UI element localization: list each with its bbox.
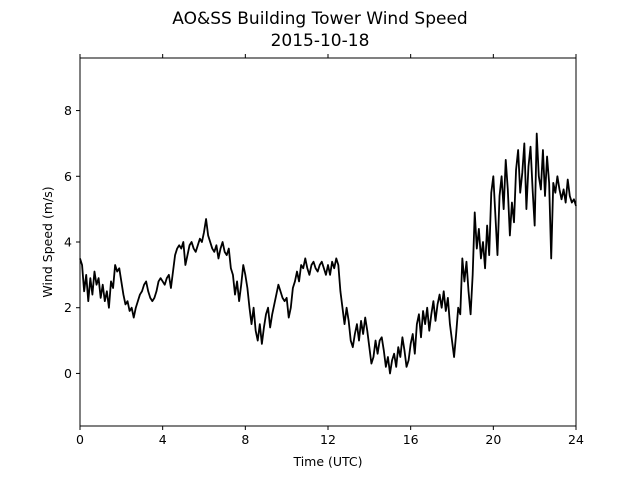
y-tick-label-0: 0: [64, 366, 72, 381]
y-tick-label-1: 2: [64, 300, 72, 315]
y-axis-label: Wind Speed (m/s): [40, 186, 55, 297]
y-tick-label-3: 6: [64, 169, 72, 184]
x-tick-label-5: 20: [485, 432, 501, 447]
x-tick-label-2: 8: [241, 432, 249, 447]
x-tick-label-3: 12: [320, 432, 336, 447]
x-axis-label: Time (UTC): [292, 454, 362, 469]
plot-frame: [79, 57, 577, 427]
chart-subtitle: 2015-10-18: [271, 31, 370, 51]
chart-title: AO&SS Building Tower Wind Speed: [172, 9, 467, 29]
y-axis: 0 2 4 6 8: [64, 103, 80, 381]
series-line-0: [79, 132, 577, 375]
x-tick-label-0: 0: [76, 432, 84, 447]
x-axis: 0 4 8 12 16 20 24: [76, 54, 584, 447]
x-tick-label-6: 24: [568, 432, 584, 447]
plot-area: [79, 132, 577, 375]
y-tick-label-2: 4: [64, 235, 72, 250]
x-tick-label-1: 4: [159, 432, 167, 447]
x-tick-label-4: 16: [403, 432, 419, 447]
y-tick-label-4: 8: [64, 103, 72, 118]
